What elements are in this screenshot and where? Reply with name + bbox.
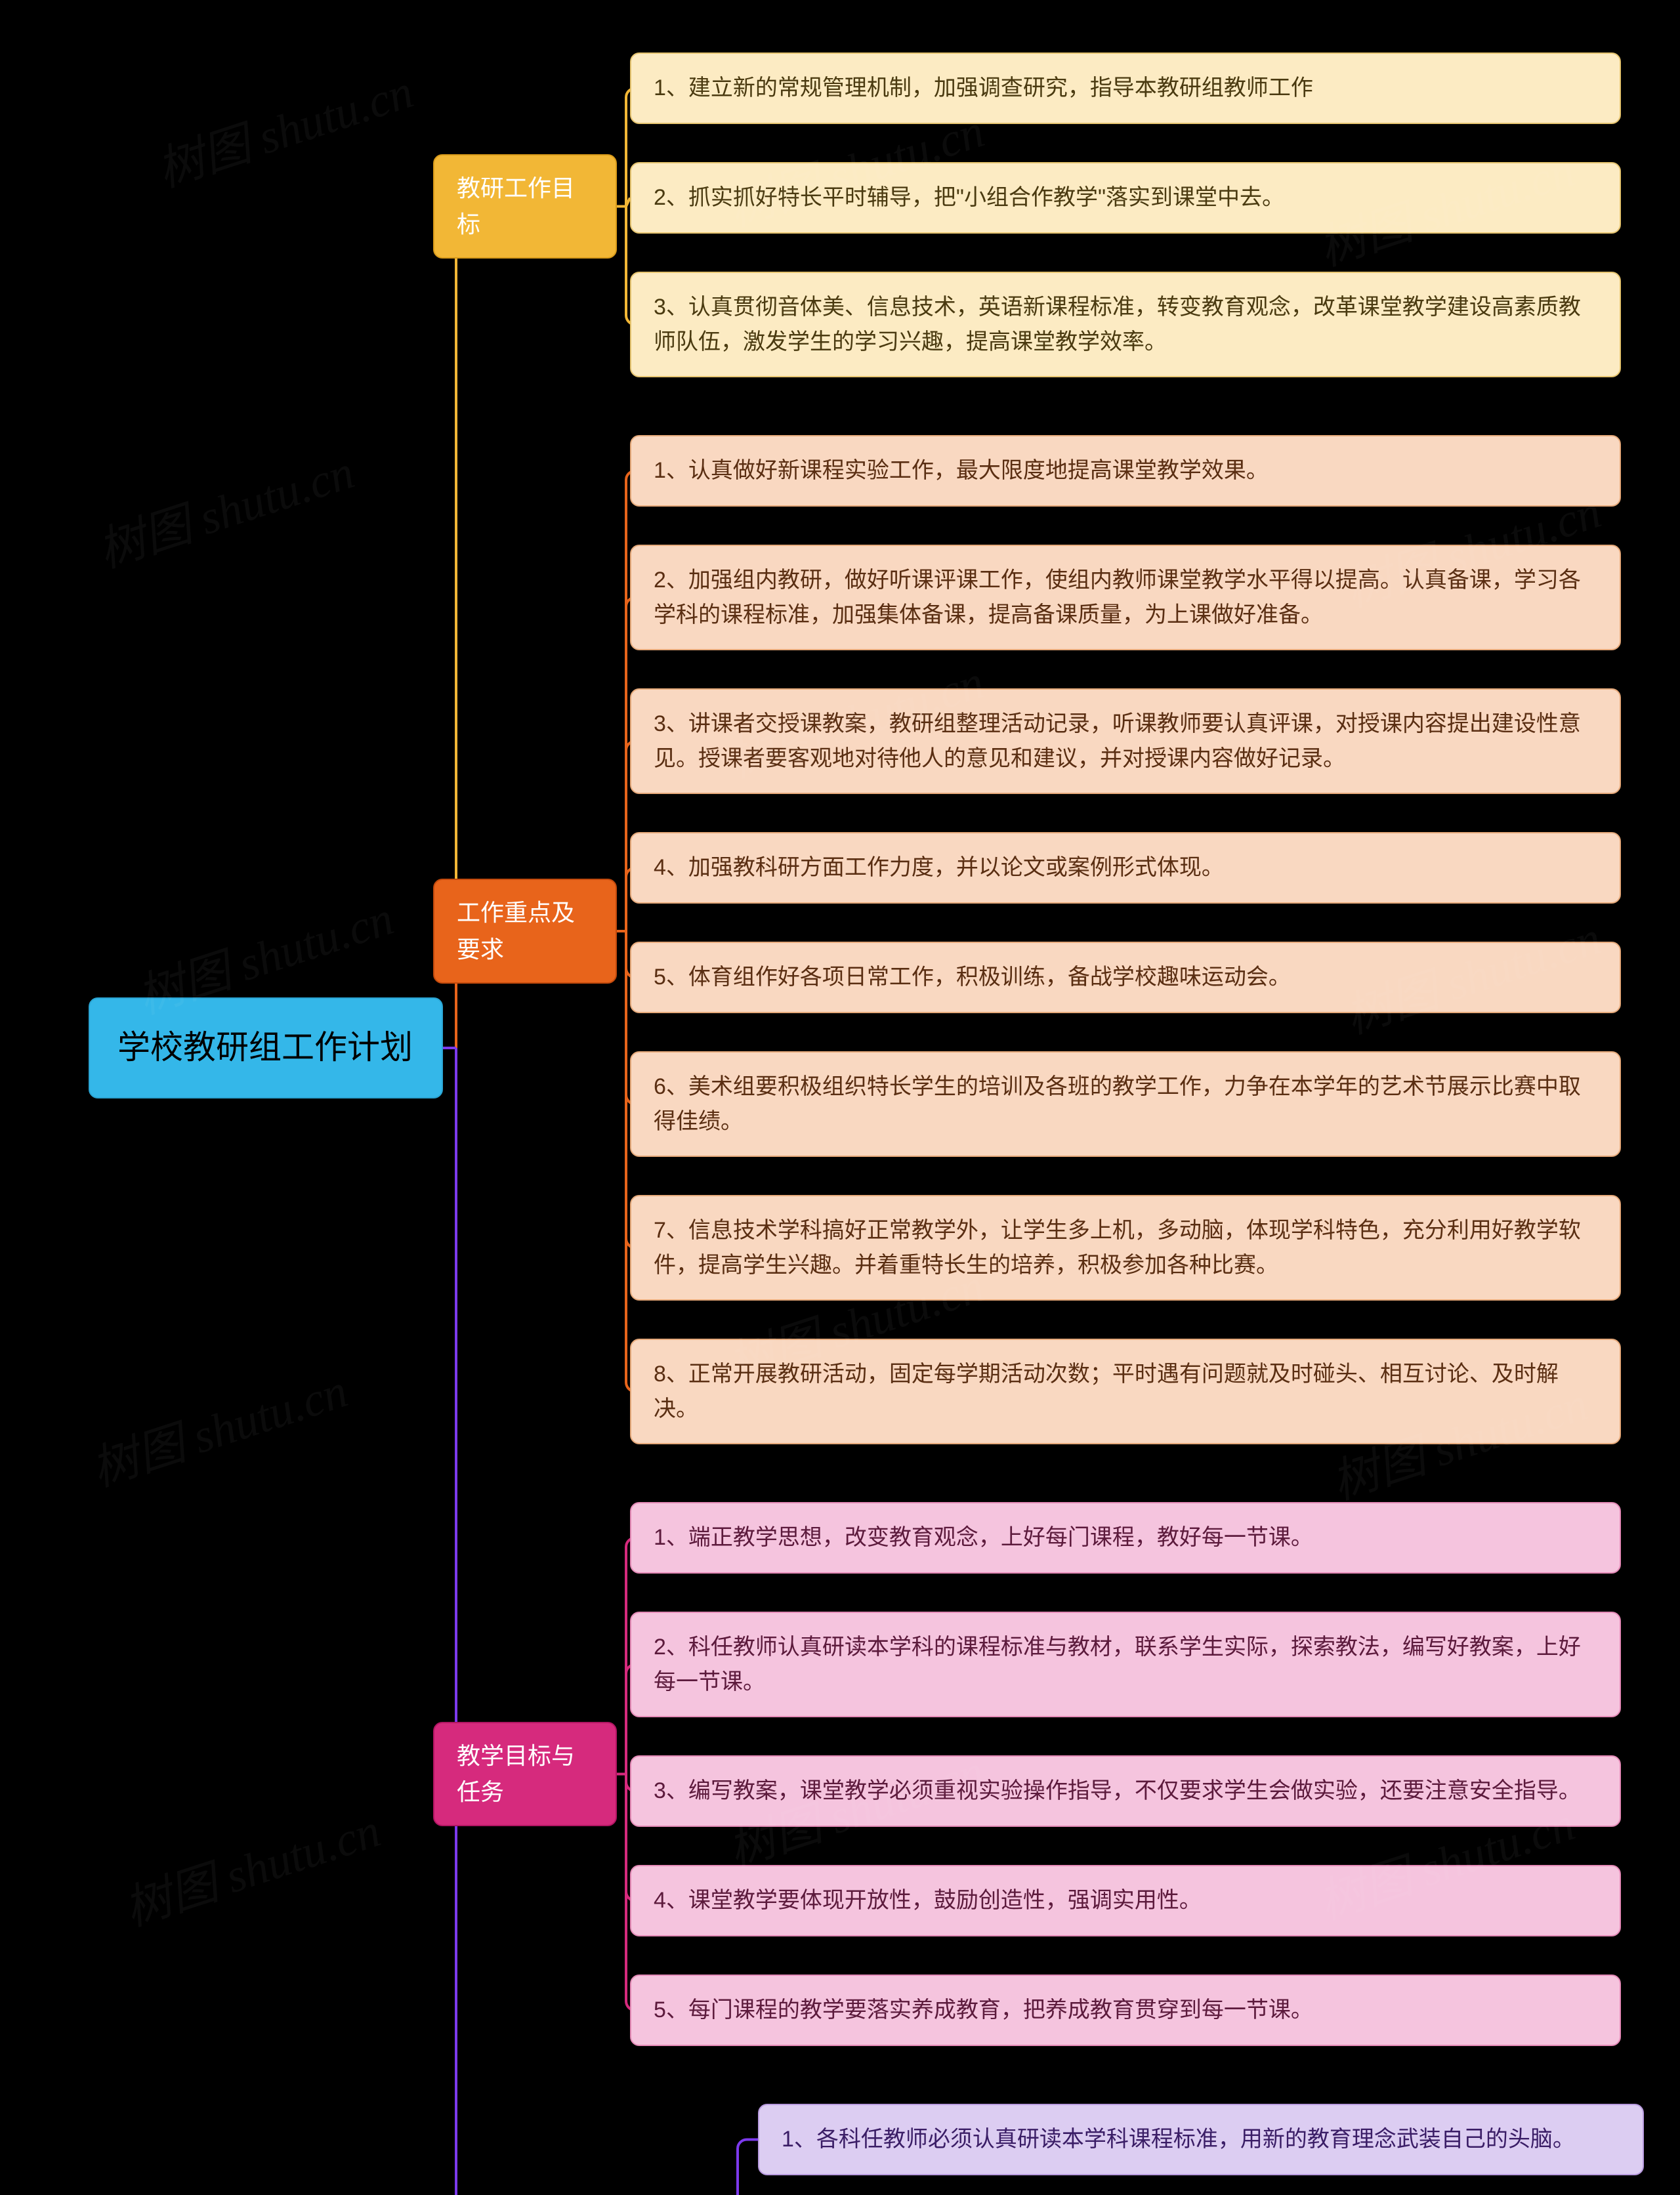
leaf-node: 1、端正教学思想，改变教育观念，上好每门课程，教好每一节课。 <box>630 1502 1621 1574</box>
leaf-node: 3、编写教案，课堂教学必须重视实验操作指导，不仅要求学生会做实验，还要注意安全指… <box>630 1755 1621 1827</box>
leaf-node: 3、讲课者交授课教案，教研组整理活动记录，听课教师要认真评课，对授课内容提出建设… <box>630 688 1621 794</box>
leaf-node: 1、认真做好新课程实验工作，最大限度地提高课堂教学效果。 <box>630 435 1621 507</box>
leaf-node: 2、抓实抓好特长平时辅导，把"小组合作教学"落实到课堂中去。 <box>630 162 1621 234</box>
leaf-node: 6、美术组要积极组织特长学生的培训及各班的教学工作，力争在本学年的艺术节展示比赛… <box>630 1051 1621 1157</box>
leaf-node: 7、信息技术学科搞好正常教学外，让学生多上机，多动脑，体现学科特色，充分利用好教… <box>630 1195 1621 1301</box>
leaf-node: 4、课堂教学要体现开放性，鼓励创造性，强调实用性。 <box>630 1865 1621 1936</box>
branch-node: 工作重点及要求 <box>433 879 617 984</box>
leaf-node: 3、认真贯彻音体美、信息技术，英语新课程标准，转变教育观念，改革课堂教学建设高素… <box>630 272 1621 377</box>
branch-node: 教学目标与任务 <box>433 1722 617 1827</box>
leaf-node: 5、每门课程的教学要落实养成教育，把养成教育贯穿到每一节课。 <box>630 1975 1621 2046</box>
leaf-node: 2、科任教师认真研读本学科的课程标准与教材，联系学生实际，探索教法，编写好教案，… <box>630 1612 1621 1717</box>
leaf-node: 8、正常开展教研活动，固定每学期活动次数；平时遇有问题就及时碰头、相互讨论、及时… <box>630 1339 1621 1444</box>
leaf-node: 1、各科任教师必须认真研读本学科课程标准，用新的教育理念武装自己的头脑。 <box>758 2104 1644 2175</box>
root-node: 学校教研组工作计划 <box>89 997 443 1098</box>
leaf-node: 1、建立新的常规管理机制，加强调查研究，指导本教研组教师工作 <box>630 52 1621 124</box>
mindmap-canvas: 学校教研组工作计划 1、建立新的常规管理机制，加强调查研究，指导本教研组教师工作 2… <box>0 0 1680 2195</box>
leaf-node: 4、加强教科研方面工作力度，并以论文或案例形式体现。 <box>630 832 1621 904</box>
leaf-node: 2、加强组内教研，做好听课评课工作，使组内教师课堂教学水平得以提高。认真备课，学… <box>630 545 1621 650</box>
branch-node: 教研工作目标 <box>433 154 617 259</box>
leaf-node: 5、体育组作好各项日常工作，积极训练，备战学校趣味运动会。 <box>630 942 1621 1013</box>
